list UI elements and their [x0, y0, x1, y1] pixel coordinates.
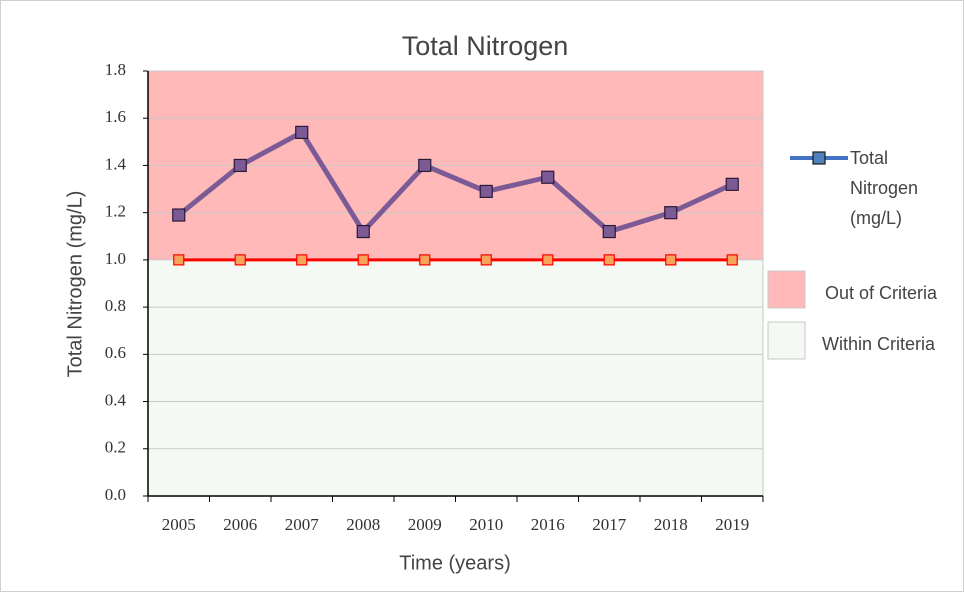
- series-marker: [665, 254, 677, 266]
- series-marker: [233, 158, 247, 173]
- y-tick-label: 1.4: [105, 154, 127, 173]
- x-axis-label: Time (years): [399, 552, 510, 574]
- series-marker: [295, 125, 309, 139]
- y-tick-label: 1.2: [105, 202, 126, 221]
- x-tick-label: 2007: [285, 515, 320, 534]
- y-tick-label: 1.6: [105, 107, 126, 126]
- chart-title: Total Nitrogen: [402, 31, 569, 61]
- series-marker: [542, 254, 554, 266]
- legend-marker: [812, 151, 826, 165]
- x-tick-label: 2009: [408, 515, 442, 534]
- legend-label: Within Criteria: [822, 334, 936, 354]
- y-tick-label: 0.6: [105, 343, 126, 362]
- series-marker: [418, 158, 432, 173]
- y-tick-label: 0.8: [105, 296, 126, 315]
- series-marker: [603, 254, 615, 266]
- series-marker: [726, 254, 738, 266]
- series-marker: [357, 254, 369, 266]
- legend-label: Out of Criteria: [825, 283, 938, 303]
- y-tick-label: 0.0: [105, 485, 126, 504]
- x-tick-label: 2005: [162, 515, 196, 534]
- legend-label: Total Nitrogen (mg/L): [850, 148, 919, 228]
- series-marker: [664, 206, 678, 220]
- x-tick-label: 2018: [654, 515, 688, 534]
- y-tick-label: 0.2: [105, 438, 126, 457]
- y-axis-label: Total Nitrogen (mg/L): [64, 191, 86, 378]
- x-tick-label: 2008: [346, 515, 380, 534]
- y-tick-label: 1.0: [105, 249, 126, 268]
- series-marker: [419, 254, 431, 266]
- series-marker: [479, 184, 493, 199]
- series-marker: [480, 254, 492, 266]
- x-tick-label: 2016: [531, 515, 565, 534]
- series-marker: [296, 254, 308, 266]
- legend-swatch: [767, 321, 806, 360]
- series-marker: [234, 254, 246, 266]
- series-marker: [725, 177, 739, 191]
- y-tick-label: 1.8: [105, 60, 126, 79]
- series-line: [177, 129, 734, 235]
- criteria-band: [148, 259, 763, 496]
- series-marker: [356, 224, 370, 239]
- series-marker: [541, 170, 555, 184]
- x-tick-label: 2019: [715, 515, 749, 534]
- series-marker: [173, 254, 185, 266]
- series-marker: [172, 208, 186, 222]
- x-tick-label: 2006: [223, 515, 257, 534]
- series-marker: [602, 224, 616, 239]
- x-tick-label: 2017: [592, 515, 627, 534]
- legend-swatch: [767, 270, 806, 309]
- y-tick-label: 0.4: [105, 390, 127, 409]
- x-tick-label: 2010: [469, 515, 503, 534]
